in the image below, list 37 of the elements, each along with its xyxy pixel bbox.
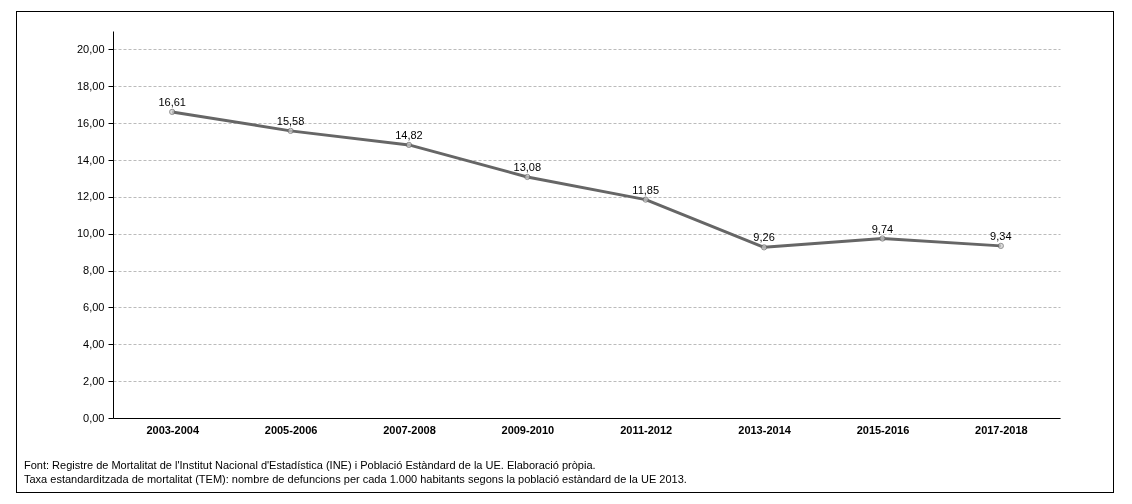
- y-tick-label: 8,00: [83, 264, 105, 277]
- y-tick-label: 4,00: [83, 337, 105, 350]
- text: Taxa estandarditzada de mortalitat (TEM): nombre de defuncions per cada 1.000 habitants segons la població estàndard de la UE 2013.: [24, 472, 687, 486]
- point: [760, 244, 768, 251]
- x-tick-label: 2005-2006: [264, 423, 318, 436]
- y-tick-label: 6,00: [83, 300, 105, 313]
- y-tick-label: 2,00: [83, 374, 105, 387]
- x-tick-label: 2011-2012: [620, 423, 673, 436]
- y-tick-label: 0,00: [83, 411, 105, 424]
- data-label: 9,74: [871, 222, 894, 235]
- text: Font: Registre de Mortalitat de l'Institut Nacional d'Estadística (INE) i Població Estàndard de la UE. Elaboració pròpia.: [24, 458, 597, 472]
- point: [524, 173, 531, 181]
- data-label: 16,61: [158, 95, 186, 108]
- point: [169, 108, 176, 116]
- data-label: 15,58: [276, 114, 305, 127]
- y-tick-label: 12,00: [76, 190, 105, 203]
- point: [997, 242, 1004, 250]
- data-label: 9,26: [753, 231, 775, 244]
- y-tick-label: 10,00: [76, 227, 105, 240]
- y-tick-label: 18,00: [76, 79, 105, 92]
- x-tick-label: 2003-2004: [146, 423, 200, 436]
- point: [642, 196, 649, 203]
- data-label: 13,08: [513, 160, 542, 173]
- data-label: 9,34: [990, 229, 1012, 242]
- x-tick-label: 2015-2016: [856, 423, 910, 436]
- point: [287, 127, 294, 135]
- data-label: 11,85: [632, 183, 660, 196]
- x-tick-label: 2007-2008: [383, 423, 436, 436]
- x-tick-label: 2009-2010: [501, 423, 555, 436]
- point: [879, 235, 886, 242]
- y-tick-label: 16,00: [76, 116, 105, 129]
- y-tick-label: 14,00: [76, 153, 105, 166]
- x-tick-label: 2017-2018: [975, 423, 1028, 436]
- x-tick-label: 2013-2014: [738, 423, 792, 436]
- y-tick-label: 20,00: [76, 42, 105, 55]
- point: [405, 141, 413, 149]
- data-label: 14,82: [395, 128, 423, 141]
